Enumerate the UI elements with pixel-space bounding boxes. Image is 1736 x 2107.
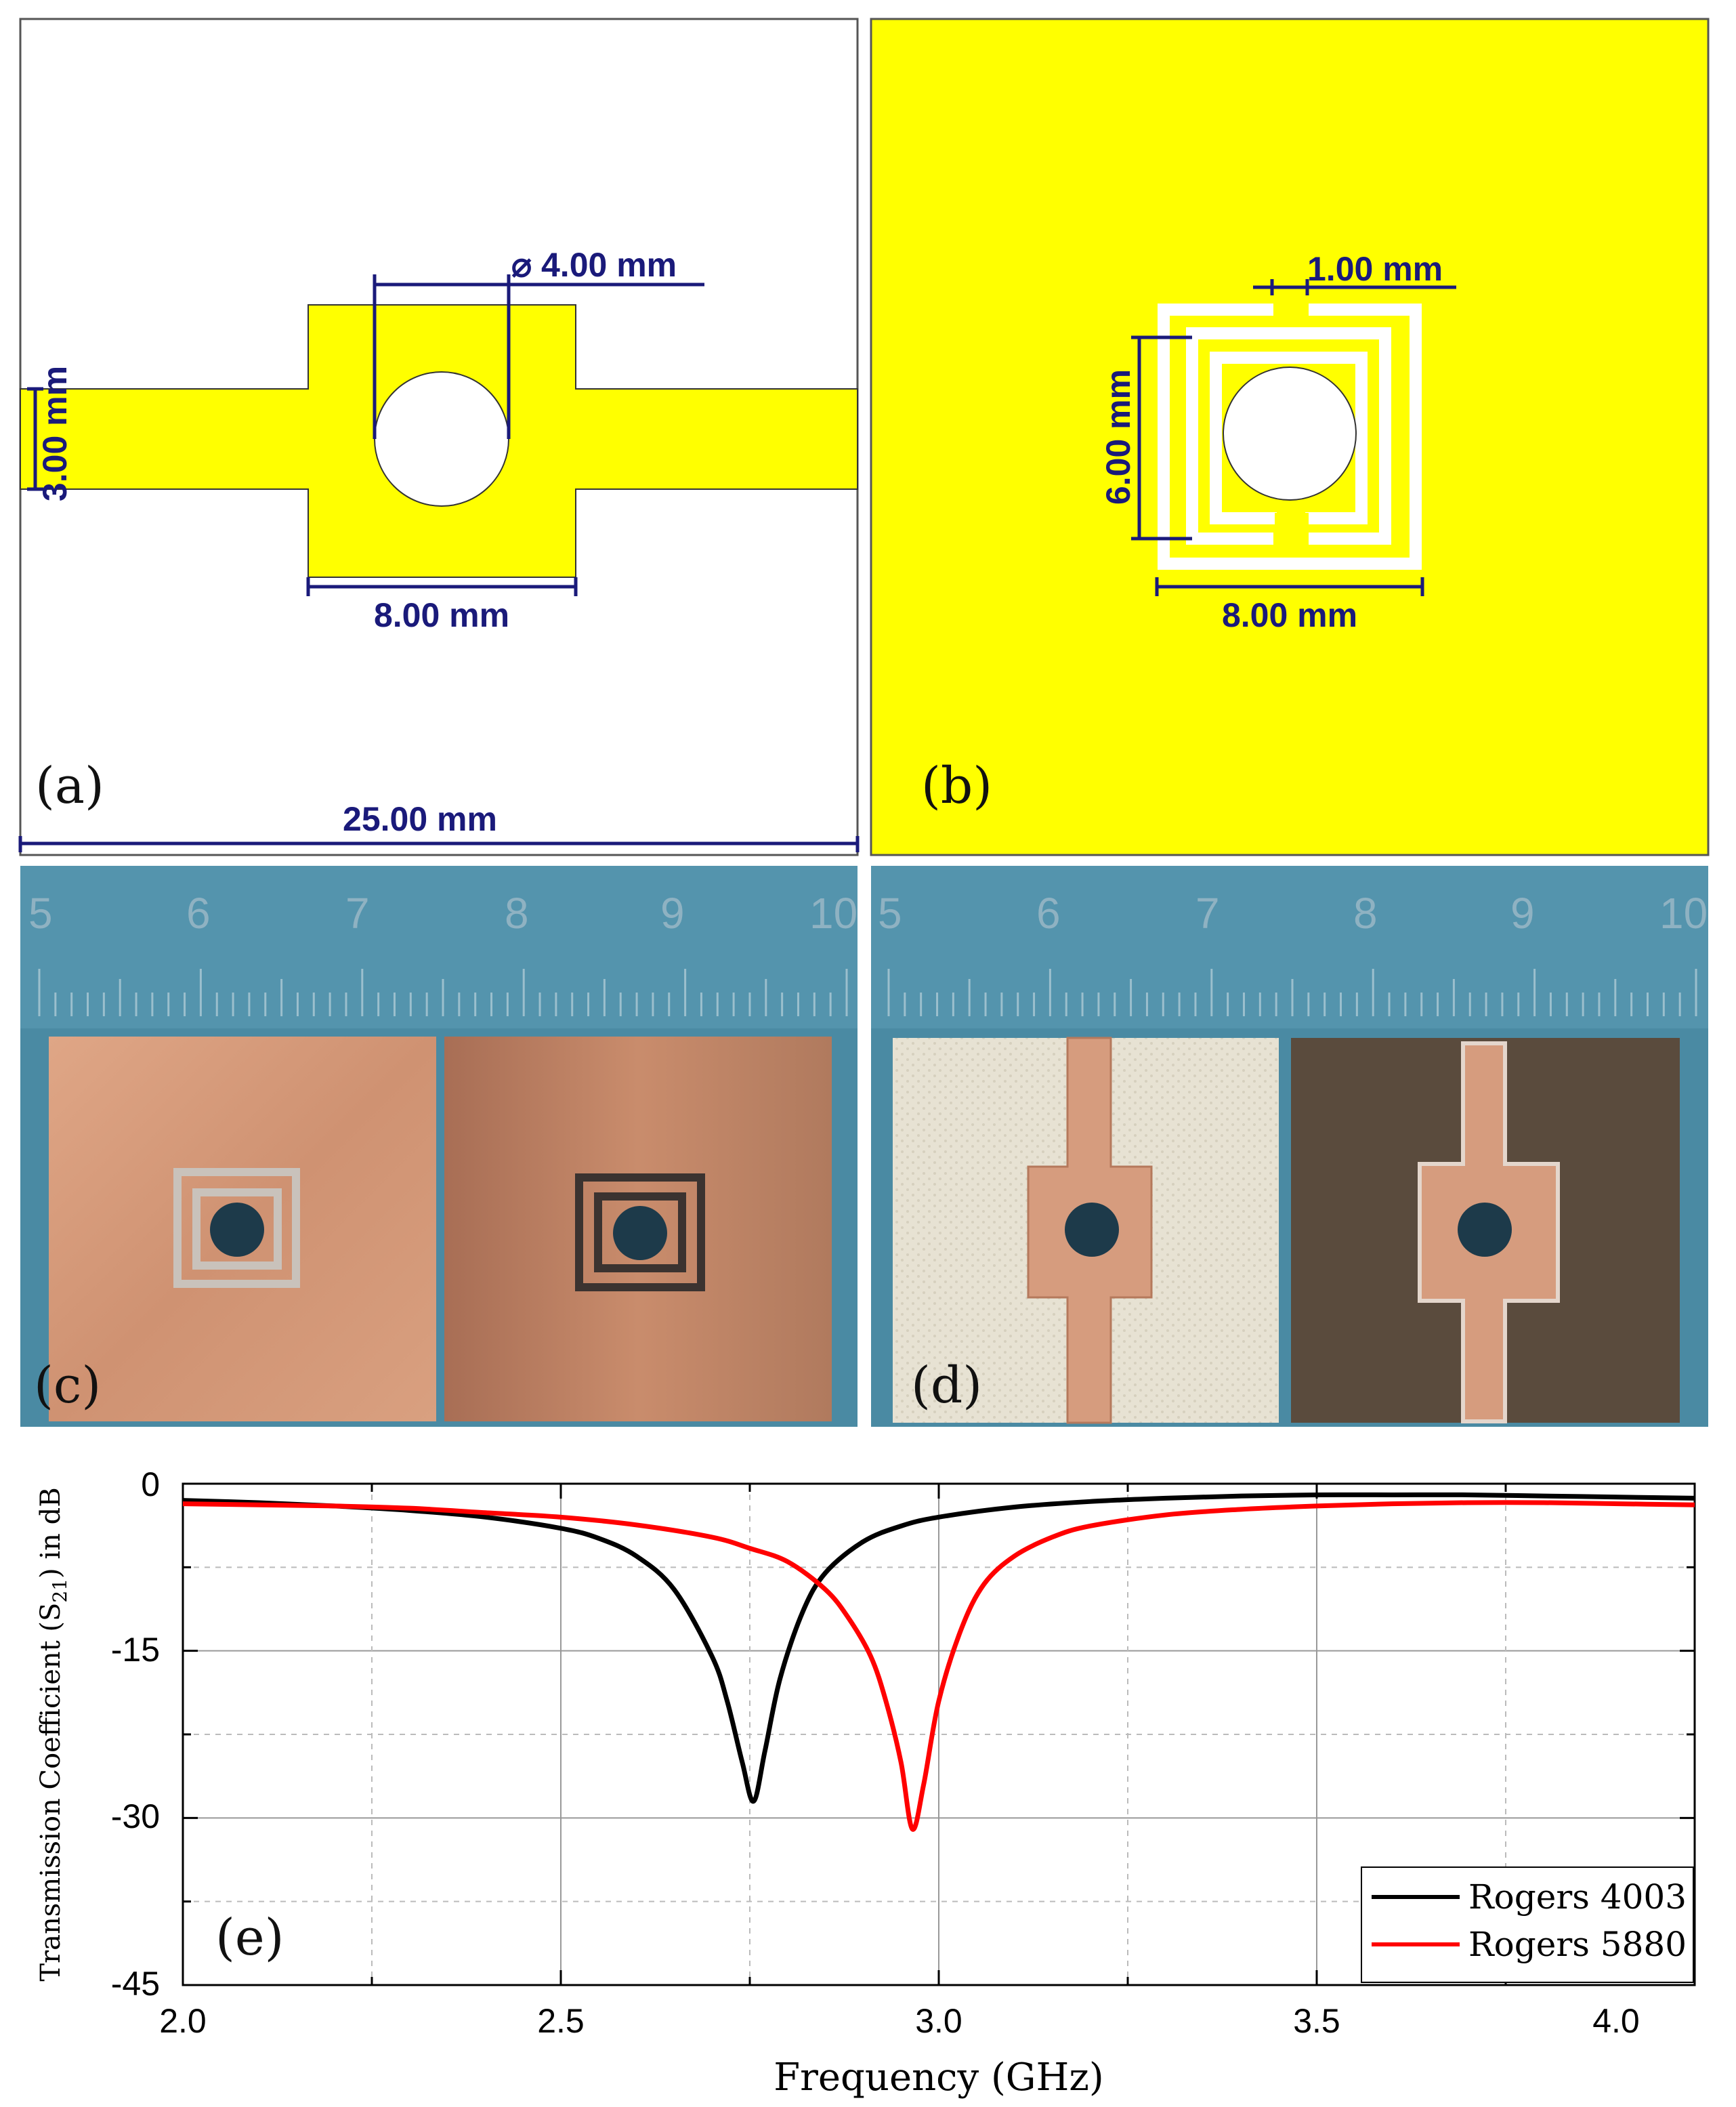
ruler-ticks-c [38, 969, 848, 1016]
dim-line-gap [27, 387, 43, 491]
x-tick-label: 2.0 [159, 2002, 207, 2040]
x-tick-label: 4.0 [1592, 2002, 1640, 2040]
legend-label-rogers5880: Rogers 5880 [1468, 1925, 1687, 1964]
ruler-d [871, 866, 1708, 1028]
board-hole-d2 [1458, 1203, 1512, 1257]
dim-label-slot: 1.00 mm [1307, 250, 1443, 288]
panel-label-d: (d) [911, 1356, 982, 1415]
panel-label-a: (a) [35, 757, 104, 815]
ruler-ticks-d [887, 969, 1697, 1016]
chart-legend: Rogers 4003 Rogers 5880 [1361, 1866, 1694, 1983]
panel-a: 3.00 mm ⌀ 4.00 mm 8.00 mm 25.00 mm (a) [18, 18, 860, 856]
x-tick-label: 3.5 [1293, 2002, 1340, 2040]
panel-c: 5 6 7 8 9 10 (c) [20, 866, 858, 1427]
y-axis-label-main: Transmission Coefficient (S [35, 1603, 66, 1982]
panel-e: 4.0 2.0 2.5 3.0 3.5 0 -15 -30 -45 Freque… [35, 1465, 1696, 2100]
ruler-number-d: 8 [1353, 889, 1378, 938]
ruler-number-c: 8 [505, 889, 529, 938]
board-hole-c1 [210, 1203, 264, 1257]
ruler-number-c: 7 [345, 889, 370, 938]
legend-label-rogers4003: Rogers 4003 [1468, 1877, 1687, 1917]
split-stub [1275, 513, 1309, 557]
dim-line-hole [373, 274, 704, 439]
panel-label-e: (e) [215, 1908, 284, 1967]
dim-line-total [18, 836, 860, 852]
csrr-inner-slot [1186, 327, 1391, 545]
ground-hole [1223, 367, 1357, 501]
board-hole-c2 [613, 1206, 667, 1260]
y-axis-label-sub: 21 [49, 1579, 71, 1603]
x-tick-label: 2.5 [537, 2002, 585, 2040]
ruler-number-d: 5 [878, 889, 902, 938]
panel-label-b: (b) [921, 757, 992, 815]
panel-b: 1.00 mm 6.00 mm 8.00 mm (b) [870, 18, 1710, 856]
csrr-core-slot [1210, 352, 1368, 524]
dim-label-hole: ⌀ 4.00 mm [511, 246, 677, 284]
y-tick-label: 0 [141, 1465, 160, 1503]
csrr-etched-c2 [575, 1173, 705, 1291]
ruler-number-c: 5 [28, 889, 53, 938]
dim-line-width-a [306, 577, 578, 596]
chart-series [182, 1492, 1695, 1832]
outer-split-gap [1273, 297, 1309, 324]
panel-label-c: (c) [34, 1356, 101, 1415]
dim-line-width-b [1155, 577, 1424, 596]
csrr-outer-slot [1158, 304, 1422, 570]
ruler-number-c: 6 [186, 889, 211, 938]
legend-box [1361, 1866, 1694, 1983]
ruler-c [20, 866, 858, 1028]
board-hole-d1 [1065, 1203, 1119, 1257]
csrr-etched-c1 [173, 1168, 300, 1288]
ruler-number-d: 10 [1659, 889, 1708, 938]
ruler-number-c: 9 [660, 889, 685, 938]
dim-label-width-a: 8.00 mm [374, 596, 509, 634]
dim-label-height: 6.00 mm [1099, 369, 1137, 505]
panel-d: 5 6 7 8 9 10 (d) [871, 866, 1708, 1427]
dim-label-gap: 3.00 mm [36, 366, 74, 501]
dim-label-total: 25.00 mm [343, 800, 497, 838]
ruler-number-d: 7 [1195, 889, 1220, 938]
y-tick-label: -45 [111, 1965, 160, 2003]
ruler-number-d: 6 [1036, 889, 1061, 938]
pad-hole [374, 371, 509, 507]
y-axis-label-tail: ) in dB [35, 1487, 66, 1579]
series-line-rogers-5880 [182, 1500, 1695, 1832]
x-axis-label: Frequency (GHz) [774, 2056, 1103, 2100]
ruler-number-c: 10 [809, 889, 858, 938]
chart-grid [183, 1484, 1695, 1985]
y-tick-label: -30 [111, 1797, 160, 1835]
series-line-rogers-4003 [182, 1492, 1695, 1804]
x-tick-label: 3.0 [915, 2002, 962, 2040]
y-axis-label: Transmission Coefficient (S21) in dB [35, 1487, 71, 1981]
y-tick-label: -15 [111, 1631, 160, 1669]
dim-line-slot [1253, 279, 1456, 295]
dim-line-height [1131, 335, 1192, 541]
chart-ticks [182, 1482, 1696, 1986]
dim-label-width-b: 8.00 mm [1222, 596, 1357, 634]
ruler-number-d: 9 [1510, 889, 1535, 938]
